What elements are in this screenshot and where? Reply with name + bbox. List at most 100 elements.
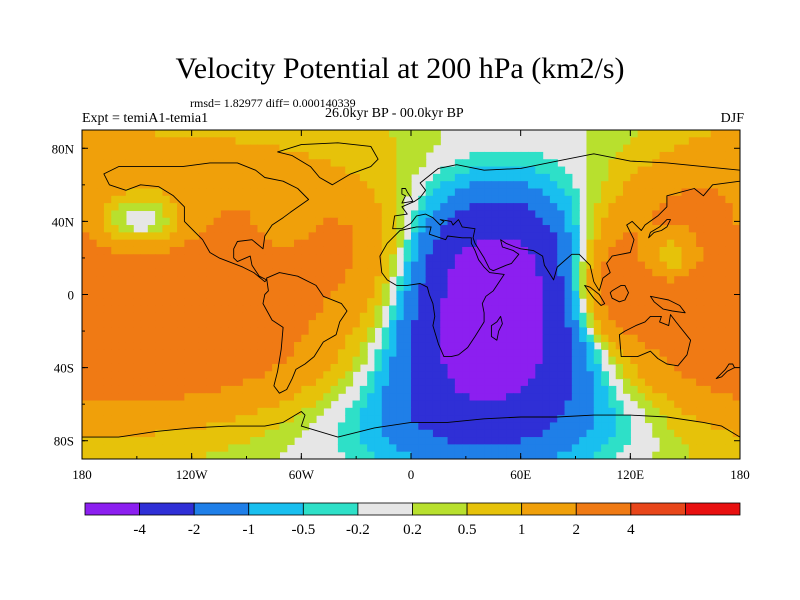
field-cell <box>396 166 405 175</box>
field-cell <box>630 166 639 175</box>
field-cell <box>425 254 434 263</box>
field-cell <box>644 203 653 212</box>
field-cell <box>615 283 624 292</box>
field-cell <box>220 320 229 328</box>
field-cell <box>571 268 580 277</box>
field-cell <box>542 363 551 372</box>
field-cell <box>593 181 602 190</box>
field-cell <box>89 437 98 445</box>
field-cell <box>82 203 90 212</box>
field-cell <box>191 276 200 285</box>
field-cell <box>601 451 609 459</box>
field-cell <box>220 407 229 416</box>
field-cell <box>323 225 332 233</box>
field-cell <box>432 407 441 416</box>
field-cell <box>586 378 595 387</box>
field-cell <box>564 378 573 387</box>
field-cell <box>140 298 149 307</box>
field-cell <box>315 217 324 226</box>
field-cell <box>666 254 675 263</box>
field-cell <box>411 334 419 343</box>
field-cell <box>250 298 259 307</box>
field-cell <box>89 422 98 431</box>
field-cell <box>644 363 653 372</box>
field-cell <box>294 429 302 438</box>
field-cell <box>696 363 705 372</box>
field-cell <box>440 451 449 459</box>
field-cell <box>557 407 566 416</box>
field-cell <box>345 378 354 387</box>
field-cell <box>308 407 317 416</box>
field-cell <box>681 363 690 372</box>
field-cell <box>286 210 295 219</box>
field-cell <box>125 290 134 299</box>
colorbar-label: -1 <box>243 522 256 538</box>
field-cell <box>286 166 295 175</box>
field-cell <box>125 371 134 380</box>
field-cell <box>279 298 288 307</box>
field-cell <box>674 130 683 138</box>
field-cell <box>301 144 310 153</box>
field-cell <box>411 261 419 270</box>
field-cell <box>228 385 237 394</box>
field-cell <box>469 239 478 248</box>
field-cell <box>103 320 112 328</box>
field-cell <box>198 327 207 336</box>
field-cell <box>549 203 558 212</box>
field-cell <box>411 232 419 241</box>
field-cell <box>381 429 390 438</box>
field-cell <box>264 232 273 241</box>
field-cell <box>615 407 624 416</box>
field-cell <box>147 429 156 438</box>
field-cell <box>652 298 661 307</box>
field-cell <box>213 437 222 445</box>
field-cell <box>593 444 602 453</box>
field-cell <box>593 166 602 175</box>
field-cell <box>264 385 273 394</box>
field-cell <box>89 130 98 138</box>
field-cell <box>403 444 412 453</box>
field-cell <box>257 378 266 387</box>
field-cell <box>476 407 485 416</box>
field-cell <box>557 283 566 292</box>
field-cell <box>432 254 441 263</box>
field-cell <box>235 363 244 372</box>
field-cell <box>681 181 690 190</box>
field-cell <box>476 400 485 409</box>
field-cell <box>198 239 207 248</box>
coastline-new-guinea <box>649 295 686 314</box>
field-cell <box>696 246 705 255</box>
field-cell <box>601 232 609 241</box>
field-cell <box>659 254 668 263</box>
field-cell <box>476 203 485 212</box>
field-cell <box>389 437 397 445</box>
field-cell <box>367 312 376 321</box>
field-cell <box>564 225 573 233</box>
field-cell <box>696 429 705 438</box>
field-cell <box>593 327 602 336</box>
field-cell <box>272 342 280 350</box>
field-cell <box>623 371 631 380</box>
field-cell <box>345 415 354 424</box>
field-cell <box>250 144 259 153</box>
field-cell <box>286 268 295 277</box>
field-cell <box>571 195 580 204</box>
field-cell <box>330 305 339 314</box>
field-cell <box>367 290 376 299</box>
field-cell <box>359 407 368 416</box>
field-cell <box>169 334 178 343</box>
field-cell <box>557 334 566 343</box>
field-cell <box>571 210 580 219</box>
field-cell <box>125 312 134 321</box>
field-cell <box>228 283 237 292</box>
field-cell <box>133 437 142 445</box>
field-cell <box>411 254 419 263</box>
field-cell <box>710 320 719 328</box>
field-cell <box>579 422 588 431</box>
field-cell <box>257 144 266 153</box>
field-cell <box>586 181 595 190</box>
field-cell <box>491 437 500 445</box>
field-cell <box>272 305 280 314</box>
field-cell <box>133 393 142 402</box>
field-cell <box>571 334 580 343</box>
